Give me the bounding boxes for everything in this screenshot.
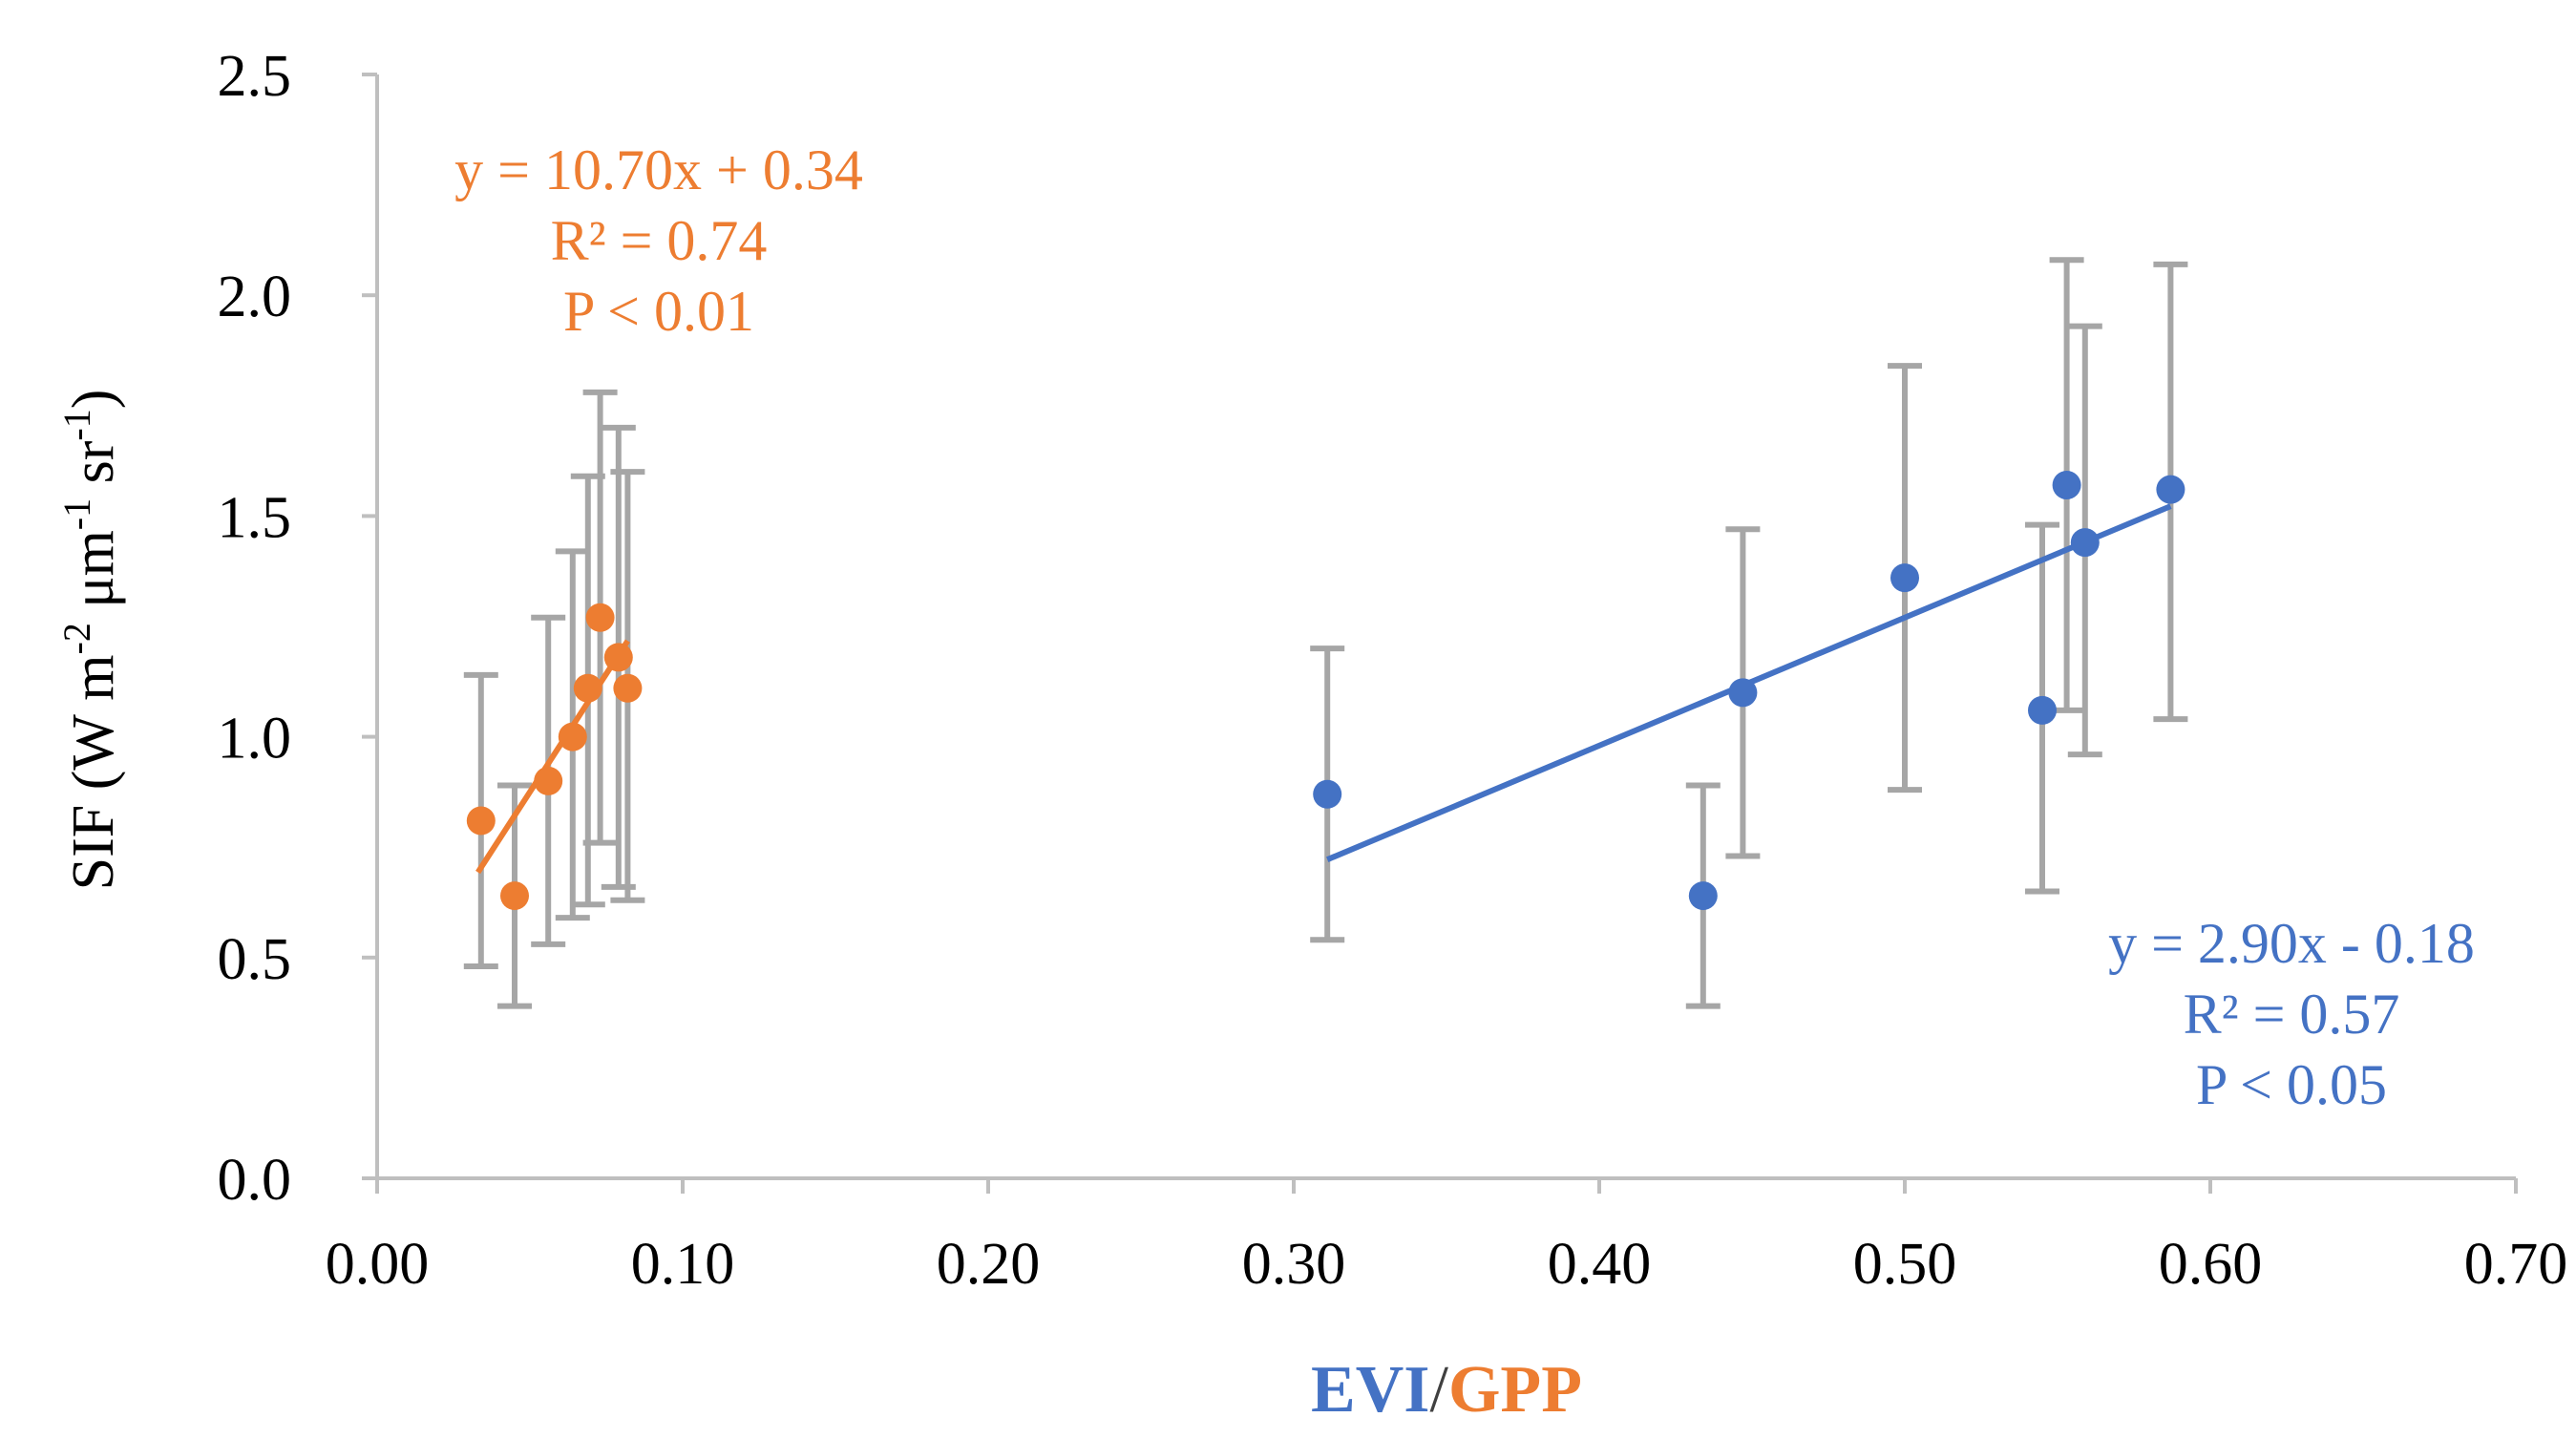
- y-tick-label: 0.5: [218, 927, 292, 992]
- x-tick-label: 0.50: [1853, 1232, 1957, 1297]
- y-tick-label: 1.0: [218, 707, 292, 772]
- y-label-exp3: -1: [55, 409, 98, 440]
- x-label-separator: /: [1430, 1353, 1449, 1427]
- trendlines: [475, 503, 2172, 875]
- x-tick-label: 0.40: [1548, 1232, 1652, 1297]
- x-tick-label: 0.10: [631, 1232, 735, 1297]
- x-axis-ticks: 0.00 0.10 0.20 0.30 0.40 0.50 0.60 0.70: [326, 1178, 2568, 1297]
- data-points: [466, 471, 2185, 911]
- evi-point: [2028, 695, 2057, 725]
- gpp-point: [603, 643, 633, 672]
- gpp-point: [613, 673, 643, 703]
- evi-equation: y = 2.90x - 0.18: [2108, 912, 2475, 975]
- evi-r-squared: R² = 0.57: [2184, 983, 2400, 1046]
- x-tick-label: 0.60: [2159, 1232, 2263, 1297]
- gpp-point: [573, 673, 602, 703]
- x-tick-label: 0.20: [937, 1232, 1041, 1297]
- error-bars: [463, 257, 2188, 1009]
- gpp-equation: y = 10.70x + 0.34: [454, 138, 863, 201]
- evi-point: [1728, 678, 1758, 708]
- evi-p-value: P < 0.05: [2196, 1053, 2387, 1116]
- x-label-evi: EVI: [1311, 1353, 1429, 1427]
- y-label-sif: SIF: [61, 805, 126, 891]
- evi-point: [1313, 779, 1342, 809]
- y-tick-label: 0.0: [218, 1148, 292, 1213]
- y-tick-label: 2.5: [218, 44, 292, 109]
- gpp-point: [585, 603, 615, 632]
- x-tick-label: 0.00: [326, 1232, 430, 1297]
- evi-point: [2052, 471, 2081, 500]
- x-label-gpp: GPP: [1448, 1353, 1582, 1427]
- y-label-close: ): [61, 390, 126, 410]
- y-label-exp1: -2: [55, 623, 98, 654]
- evi-point: [1688, 881, 1718, 911]
- gpp-p-value: P < 0.01: [563, 280, 754, 343]
- gpp-r-squared: R² = 0.74: [551, 209, 768, 272]
- evi-point: [1890, 563, 1919, 593]
- gpp-point: [534, 766, 563, 795]
- y-label-open: (W m: [61, 655, 126, 791]
- y-axis-label: SIF (W m-2 μm-1 sr-1): [55, 390, 126, 891]
- y-label-exp2: -1: [55, 498, 98, 530]
- gpp-point: [466, 806, 496, 836]
- gpp-point: [558, 722, 587, 751]
- y-tick-label: 2.0: [218, 265, 292, 329]
- x-axis-label: EVI/GPP: [1311, 1353, 1582, 1427]
- y-tick-label: 1.5: [218, 485, 292, 550]
- y-label-mid1: μm: [61, 530, 126, 623]
- y-label-mid2: sr: [61, 440, 126, 498]
- evi-point: [2070, 528, 2100, 558]
- y-axis-ticks: 0.0 0.5 1.0 1.5 2.0 2.5: [218, 44, 377, 1213]
- evi-point: [2156, 475, 2185, 504]
- gpp-trendline: [475, 639, 630, 875]
- gpp-point: [500, 881, 529, 911]
- x-tick-label: 0.30: [1242, 1232, 1346, 1297]
- x-tick-label: 0.70: [2464, 1232, 2568, 1297]
